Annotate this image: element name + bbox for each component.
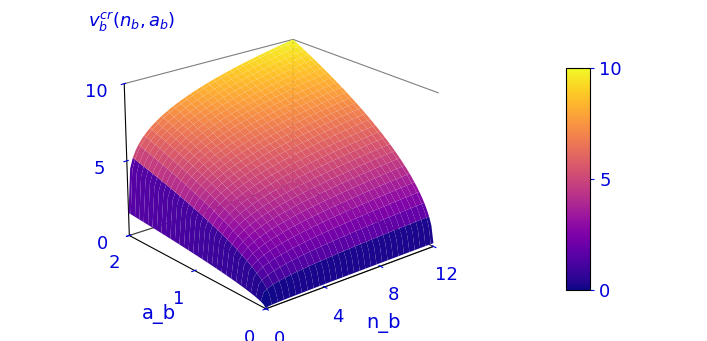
Y-axis label: a_b: a_b bbox=[142, 304, 176, 324]
Text: $v_b^{cr}(n_b,a_b)$: $v_b^{cr}(n_b,a_b)$ bbox=[88, 10, 175, 34]
X-axis label: n_b: n_b bbox=[366, 313, 400, 333]
